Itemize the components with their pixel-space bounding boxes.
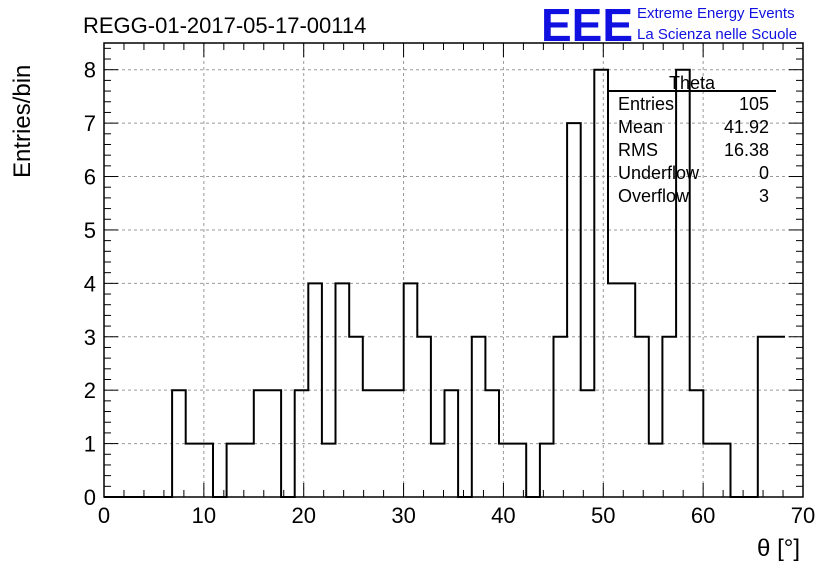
axes xyxy=(103,42,804,498)
stats-value: 16.38 xyxy=(724,140,769,160)
x-tick-label: 60 xyxy=(691,503,715,528)
logo-line-2: La Scienza nelle Scuole xyxy=(637,26,797,43)
histogram-bin xyxy=(649,444,663,497)
y-tick-label: 0 xyxy=(84,485,96,510)
histogram-bin xyxy=(771,337,785,497)
x-tick-label: 70 xyxy=(791,503,815,528)
plot-frame xyxy=(103,42,804,498)
x-tick-label: 0 xyxy=(98,503,110,528)
stats-label: Underflow xyxy=(618,163,700,183)
histogram-bin xyxy=(567,123,581,497)
x-tick-label: 50 xyxy=(591,503,615,528)
histogram-bin xyxy=(227,444,241,497)
histogram-bin xyxy=(540,444,554,497)
histogram-bin xyxy=(417,337,431,497)
histogram-bin xyxy=(690,390,704,497)
eee-logo: EEE Extreme Energy Events La Scienza nel… xyxy=(541,0,797,51)
y-axis-title: Entries/bin xyxy=(9,65,36,178)
stats-value: 105 xyxy=(739,94,769,114)
histogram-outline xyxy=(104,68,785,498)
histogram-bin xyxy=(662,337,676,497)
y-tick-label: 2 xyxy=(84,378,96,403)
y-tick-label: 6 xyxy=(84,165,96,190)
x-axis-title: θ [°] xyxy=(757,535,800,562)
histogram-bin xyxy=(499,444,513,497)
x-tick-label: 30 xyxy=(391,503,415,528)
stats-value: 0 xyxy=(759,163,769,183)
y-tick-label: 7 xyxy=(84,111,96,136)
histogram-bin xyxy=(513,444,527,497)
histogram-bin xyxy=(431,444,445,497)
histogram-bin xyxy=(336,283,350,497)
histogram-bin xyxy=(349,337,363,497)
histogram-bin xyxy=(703,444,717,497)
stats-box: Theta Entries 105 Mean 41.92 RMS 16.38 Underfl… xyxy=(609,73,776,206)
stats-rows: Entries 105 Mean 41.92 RMS 16.38 Underflow 0 Ove… xyxy=(618,94,769,206)
stats-value: 41.92 xyxy=(724,117,769,137)
histogram-bin xyxy=(322,444,336,497)
stats-label: Entries xyxy=(618,94,674,114)
y-tick-label: 8 xyxy=(84,58,96,83)
x-tick-label: 10 xyxy=(192,503,216,528)
stats-value: 3 xyxy=(759,186,769,206)
y-tick-label: 5 xyxy=(84,218,96,243)
histogram-bin xyxy=(240,444,254,497)
stats-label: Overflow xyxy=(618,186,690,206)
histogram-bin xyxy=(717,444,731,497)
x-tick-label: 40 xyxy=(491,503,515,528)
y-tick-label: 1 xyxy=(84,432,96,457)
stats-label: RMS xyxy=(618,140,658,160)
histogram-bin xyxy=(199,444,213,497)
x-tick-label: 20 xyxy=(291,503,315,528)
logo-line-1: Extreme Energy Events xyxy=(637,5,795,22)
stats-label: Mean xyxy=(618,117,663,137)
stats-title: Theta xyxy=(669,73,716,93)
y-tick-label: 3 xyxy=(84,325,96,350)
histogram-bars xyxy=(104,68,785,498)
histogram-bin xyxy=(553,337,567,497)
chart-title: REGG-01-2017-05-17-00114 xyxy=(83,13,366,38)
histogram-bin xyxy=(186,444,200,497)
y-tick-label: 4 xyxy=(84,271,96,296)
histogram-bin xyxy=(758,337,772,497)
histogram-bin xyxy=(472,337,486,497)
grid-lines xyxy=(104,43,803,497)
histogram-bin xyxy=(635,337,649,497)
